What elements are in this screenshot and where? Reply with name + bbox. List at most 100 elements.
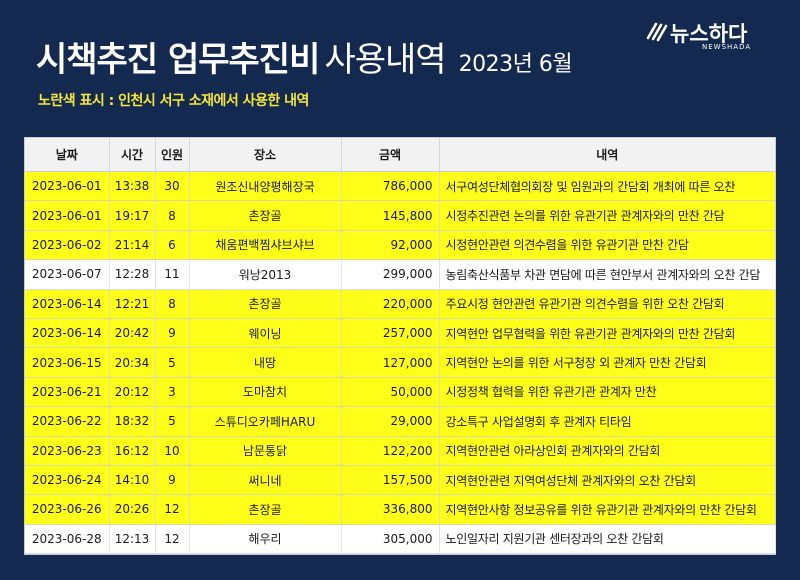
cell-detail: 농림축산식품부 차관 면담에 따른 현안부서 관계자와의 오찬 간담 [439, 259, 776, 290]
cell-amount: 257,000 [341, 318, 440, 349]
cell-place: 스튜디오카페HARU [189, 406, 342, 437]
table-row: 2023-06-28 12:13 12 해우리 305,000 노인일자리 지원기관 센터… [25, 524, 776, 555]
cell-amount: 157,500 [341, 465, 440, 496]
cell-amount: 305,000 [341, 524, 440, 555]
cell-detail: 지역현안 업무협력을 위한 유관기관 관계자와의 만찬 간담회 [439, 318, 775, 349]
table-row: 2023-06-14 20:42 9 웨이닝 257,000 지역현안 업무협력을 위한 … [25, 318, 775, 349]
title-light: 사용내역 [324, 40, 446, 80]
cell-date: 2023-06-01 [25, 171, 110, 202]
table-row: 2023-06-15 20:34 5 내땅 127,000 지역현안 논의를 위한 서구청… [25, 347, 775, 378]
cell-time: 18:32 [109, 406, 156, 437]
cell-people: 9 [155, 465, 190, 496]
table-row: 2023-06-21 20:12 3 도마참치 50,000 시정정책 협력을 위한 유관… [25, 377, 775, 408]
cell-place: 남문통닭 [189, 436, 342, 466]
cell-date: 2023-06-02 [25, 230, 110, 261]
cell-people: 5 [155, 406, 190, 437]
cell-place: 써니네 [189, 465, 342, 496]
cell-place: 채움편백찜샤브샤브 [189, 230, 342, 261]
cell-people: 8 [155, 200, 190, 231]
table-row: 2023-06-22 18:32 5 스튜디오카페HARU 29,000 강소특구 사업설… [25, 406, 775, 437]
cell-amount: 145,800 [341, 200, 440, 231]
cell-time: 13:38 [109, 171, 156, 202]
cell-people: 12 [155, 494, 190, 525]
newshada-logo: 뉴스하다 NEWSHADA [644, 20, 772, 51]
cell-date: 2023-06-14 [25, 318, 110, 349]
cell-place: 내땅 [189, 347, 342, 378]
cell-time: 20:42 [109, 318, 156, 349]
cell-time: 12:28 [109, 259, 156, 290]
cell-date: 2023-06-14 [25, 289, 110, 319]
cell-date: 2023-06-22 [25, 406, 110, 437]
expense-table-container: 날짜 시간 인원 장소 금액 내역 2023-06-01 13:38 30 원조신내양… [24, 137, 776, 556]
cell-amount: 786,000 [341, 171, 440, 202]
page-title: 시책추진 업무추진비 사용내역 2023년 6월 [36, 32, 573, 81]
newshada-logo-icon [646, 22, 668, 42]
cell-place: 웨이닝 [189, 318, 342, 349]
cell-time: 21:14 [109, 230, 156, 261]
cell-date: 2023-06-21 [25, 377, 110, 408]
cell-time: 12:13 [109, 524, 156, 555]
logo-wordmark: 뉴스하다 [670, 22, 748, 46]
table-row: 2023-06-02 21:14 6 채움편백찜샤브샤브 92,000 시정현안관련 의견… [25, 230, 775, 261]
cell-amount: 127,000 [341, 347, 440, 378]
cell-time: 20:26 [109, 494, 156, 525]
cell-time: 19:17 [109, 200, 156, 231]
title-bold: 시책추진 업무추진비 [36, 40, 320, 80]
cell-time: 16:12 [109, 436, 156, 466]
cell-detail: 지역현안관련 지역여성단체 관계자와의 오찬 간담회 [439, 465, 775, 496]
cell-detail: 노인일자리 지원기관 센터장과의 오찬 간담회 [439, 524, 776, 555]
cell-detail: 강소특구 사업설명회 후 관계자 티타임 [439, 406, 775, 437]
cell-people: 12 [155, 524, 190, 555]
table-row: 2023-06-24 14:10 9 써니네 157,500 지역현안관련 지역여성단체 … [25, 465, 775, 496]
cell-place: 촌장골 [189, 494, 342, 525]
table-row: 2023-06-26 20:26 12 촌장골 336,800 지역현안사항 정보공유를 … [25, 494, 775, 525]
cell-people: 6 [155, 230, 190, 261]
cell-detail: 지역현안사항 정보공유를 위한 유관기관 관계자와의 만찬 간담회 [439, 494, 775, 525]
cell-detail: 시정추진관련 논의를 위한 유관기관 관계자와의 만찬 간담 [439, 200, 775, 231]
cell-people: 9 [155, 318, 190, 349]
cell-amount: 122,200 [341, 436, 440, 466]
cell-date: 2023-06-24 [25, 465, 110, 496]
cell-time: 12:21 [109, 289, 156, 319]
column-header-place: 장소 [189, 138, 342, 172]
column-header-time: 시간 [109, 138, 156, 172]
cell-place: 해우리 [189, 524, 342, 555]
column-header-people: 인원 [155, 138, 190, 172]
cell-people: 5 [155, 347, 190, 378]
cell-place: 촌장골 [189, 289, 342, 319]
cell-place: 촌장골 [189, 200, 342, 231]
expense-table: 날짜 시간 인원 장소 금액 내역 2023-06-01 13:38 30 원조신내양… [25, 138, 776, 555]
cell-time: 20:12 [109, 377, 156, 408]
cell-people: 11 [155, 259, 190, 290]
cell-detail: 지역현안관련 아라상인회 관계자와의 간담회 [439, 436, 775, 466]
cell-amount: 29,000 [341, 406, 440, 437]
cell-date: 2023-06-28 [25, 524, 110, 555]
cell-amount: 299,000 [341, 259, 440, 290]
cell-detail: 시정현안관련 의견수렴을 위한 유관기관 만찬 간담 [439, 230, 775, 261]
cell-time: 20:34 [109, 347, 156, 378]
logo-subtext: NEWSHADA [702, 43, 752, 51]
cell-amount: 92,000 [341, 230, 440, 261]
title-date: 2023년 6월 [458, 52, 573, 77]
table-header-row: 날짜 시간 인원 장소 금액 내역 [25, 138, 775, 172]
table-row: 2023-06-23 16:12 10 남문통닭 122,200 지역현안관련 아라상인회… [25, 436, 775, 466]
column-header-amount: 금액 [341, 138, 440, 172]
cell-people: 30 [155, 171, 190, 202]
cell-time: 14:10 [109, 465, 156, 496]
cell-place: 도마참치 [189, 377, 342, 408]
cell-amount: 50,000 [341, 377, 440, 408]
cell-detail: 지역현안 논의를 위한 서구청장 외 관계자 만찬 간담회 [439, 347, 775, 378]
cell-people: 8 [155, 289, 190, 319]
cell-date: 2023-06-15 [25, 347, 110, 378]
cell-place: 원조신내양평해장국 [189, 171, 342, 202]
cell-detail: 시정정책 협력을 위한 유관기관 관계자 만찬 [439, 377, 775, 408]
highlight-note: 노란색 표시 : 인천시 서구 소재에서 사용한 내역 [38, 93, 309, 109]
cell-amount: 336,800 [341, 494, 440, 525]
cell-detail: 서구여성단체협의회장 및 임원과의 간담회 개최에 따른 오찬 [439, 171, 775, 202]
column-header-date: 날짜 [25, 138, 110, 172]
column-header-detail: 내역 [439, 138, 775, 172]
cell-date: 2023-06-23 [25, 436, 110, 466]
table-row: 2023-06-01 13:38 30 원조신내양평해장국 786,000 서구여성단체협… [25, 171, 775, 202]
table-row: 2023-06-14 12:21 8 촌장골 220,000 주요시정 현안관련 유관기관… [25, 289, 775, 319]
cell-detail: 주요시정 현안관련 유관기관 의견수렴을 위한 오찬 간담회 [439, 289, 775, 319]
